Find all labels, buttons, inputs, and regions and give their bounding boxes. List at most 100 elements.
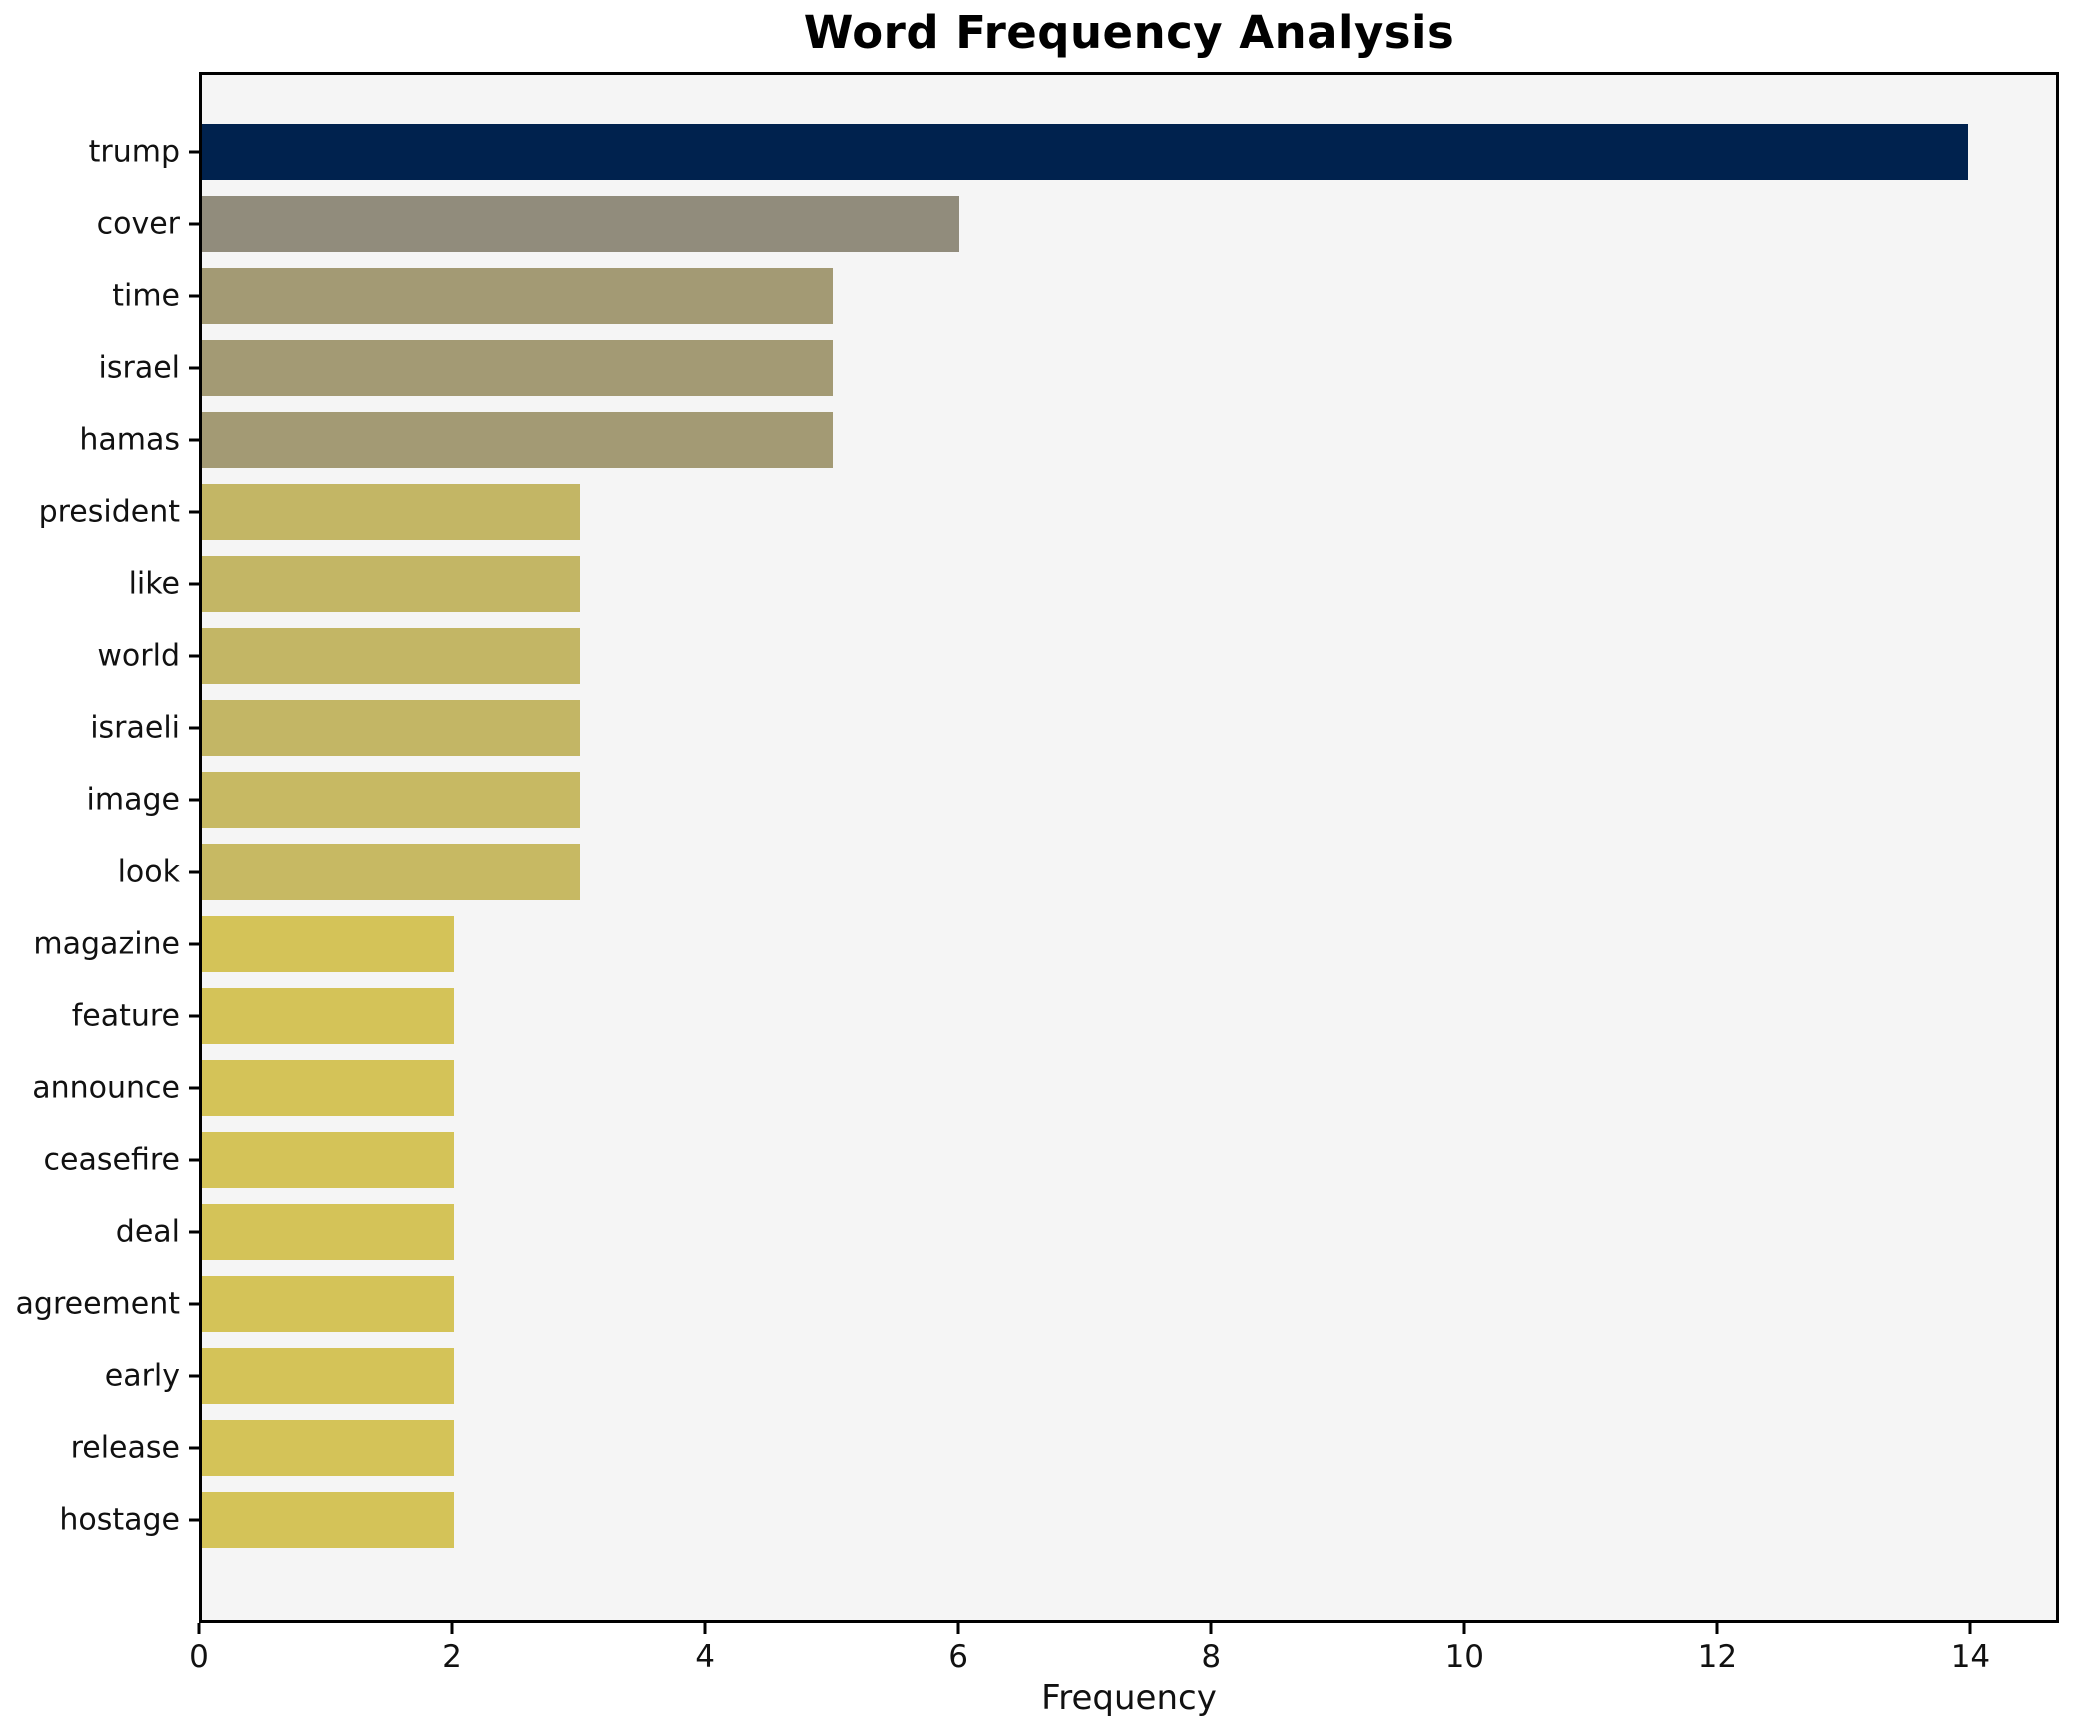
y-tick-mark <box>189 1518 199 1522</box>
bar-row: look <box>118 836 2056 908</box>
bar <box>202 844 581 900</box>
bar-row: trump <box>89 116 2056 188</box>
y-tick-mark <box>189 1374 199 1378</box>
x-tick-mark <box>956 1623 960 1634</box>
y-tick-mark <box>189 1230 199 1234</box>
bar <box>202 1276 455 1332</box>
x-tick-label: 8 <box>1201 1639 1222 1675</box>
bar-row: early <box>105 1340 2056 1412</box>
x-tick-label: 0 <box>189 1639 209 1675</box>
bar-row: president <box>39 476 2056 548</box>
category-label: feature <box>71 998 180 1034</box>
bar <box>202 1132 455 1188</box>
bar <box>202 340 833 396</box>
bar-row: israel <box>99 332 2056 404</box>
y-tick-mark <box>189 222 199 226</box>
bar <box>202 1348 455 1404</box>
bar-row: hamas <box>79 404 2056 476</box>
category-label: announce <box>32 1070 180 1106</box>
x-tick-mark <box>1715 1623 1719 1634</box>
y-tick-mark <box>189 366 199 370</box>
x-tick-label: 2 <box>442 1639 462 1675</box>
category-label: release <box>70 1430 180 1466</box>
chart-title: Word Frequency Analysis <box>803 6 1455 59</box>
x-tick-label: 6 <box>948 1639 969 1675</box>
bar-row: image <box>87 764 2056 836</box>
category-label: israel <box>98 350 180 386</box>
bar-row: world <box>97 620 2056 692</box>
bar <box>202 484 581 540</box>
category-label: like <box>128 566 180 602</box>
bar-row: time <box>112 260 2056 332</box>
x-tick-label: 4 <box>695 1639 715 1675</box>
bar-row: ceasefire <box>44 1124 2056 1196</box>
y-tick-mark <box>189 294 199 298</box>
category-label: look <box>117 854 180 890</box>
category-label: early <box>104 1358 180 1394</box>
bar <box>202 124 1968 180</box>
x-tick-label: 14 <box>1950 1639 1991 1675</box>
y-tick-mark <box>189 726 199 730</box>
bar <box>202 628 581 684</box>
y-tick-mark <box>189 1014 199 1018</box>
bar <box>202 1060 455 1116</box>
category-label: hamas <box>79 422 180 458</box>
bar <box>202 916 455 972</box>
x-axis: 0 2 4 6 8 10 12 14 <box>189 1623 2059 1693</box>
bar <box>202 772 581 828</box>
bar <box>202 988 455 1044</box>
category-label: cover <box>96 206 180 242</box>
category-label: deal <box>115 1214 180 1250</box>
y-tick-mark <box>189 798 199 802</box>
x-tick-label: 12 <box>1697 1639 1738 1675</box>
x-tick-mark <box>1209 1623 1213 1634</box>
x-tick-mark <box>450 1623 454 1634</box>
y-tick-mark <box>189 582 199 586</box>
bar-row: magazine <box>33 908 2056 980</box>
bar-row: release <box>71 1412 2056 1484</box>
bar-row: feature <box>72 980 2056 1052</box>
y-tick-mark <box>189 150 199 154</box>
y-tick-mark <box>189 942 199 946</box>
bar-row: israeli <box>90 692 2056 764</box>
category-label: trump <box>88 134 180 170</box>
bar-row: like <box>129 548 2056 620</box>
category-label: agreement <box>15 1286 180 1322</box>
plot-area: trump cover time israel hamas president like wo… <box>16 72 2059 1623</box>
category-label: image <box>86 782 180 818</box>
x-tick-mark <box>1462 1623 1466 1634</box>
category-label: israeli <box>90 710 180 746</box>
y-tick-mark <box>189 870 199 874</box>
category-label: president <box>38 494 180 530</box>
bar-row: hostage <box>59 1484 2056 1556</box>
y-tick-mark <box>189 1302 199 1306</box>
category-label: ceasefire <box>43 1142 180 1178</box>
bar <box>202 700 581 756</box>
bar-row: cover <box>97 188 2056 260</box>
category-label: world <box>97 638 180 674</box>
y-tick-mark <box>189 654 199 658</box>
bars-area: trump cover time israel hamas president like wo… <box>16 75 2056 1620</box>
x-tick-mark <box>197 1623 201 1634</box>
bar-row: deal <box>116 1196 2056 1268</box>
y-tick-mark <box>189 1446 199 1450</box>
bar <box>202 268 833 324</box>
x-tick-label: 10 <box>1444 1639 1485 1675</box>
y-tick-mark <box>189 1158 199 1162</box>
bar <box>202 1492 455 1548</box>
y-tick-mark <box>189 1086 199 1090</box>
y-tick-mark <box>189 510 199 514</box>
x-tick-mark <box>703 1623 707 1634</box>
category-label: hostage <box>59 1502 180 1538</box>
category-label: time <box>112 278 180 314</box>
bar <box>202 556 581 612</box>
bar <box>202 1204 455 1260</box>
bar <box>202 196 959 252</box>
x-axis-label: Frequency <box>1041 1678 1217 1718</box>
x-tick-mark <box>1968 1623 1972 1634</box>
category-label: magazine <box>33 926 180 962</box>
bar <box>202 412 833 468</box>
bar <box>202 1420 455 1476</box>
bar-row: announce <box>32 1052 2056 1124</box>
